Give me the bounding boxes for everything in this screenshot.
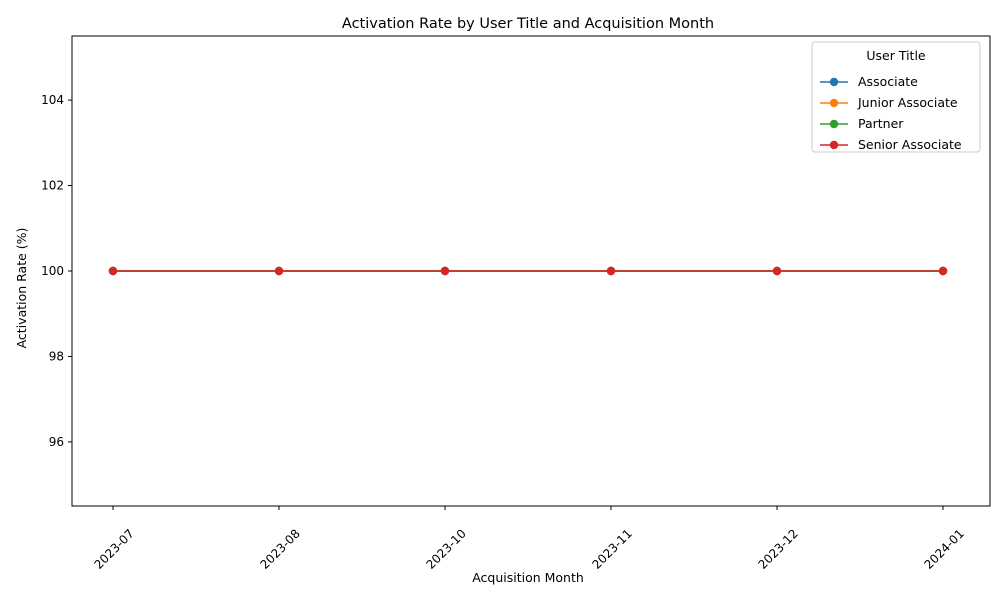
data-point [772,266,782,276]
legend-entry: Senior Associate [858,137,962,152]
legend-entry: Partner [858,116,904,131]
x-tick-label: 2023-11 [589,526,634,571]
x-tick-label: 2024-01 [921,526,966,571]
legend-entry: Junior Associate [857,95,958,110]
legend: User Title Associate Junior Associate Part… [811,41,981,153]
data-point [108,266,118,276]
x-axis-label: Acquisition Month [472,570,584,585]
y-tick-label: 98 [49,349,64,363]
y-tick-label: 96 [49,435,64,449]
y-tick-label: 102 [41,179,64,193]
legend-swatch-marker [829,77,839,87]
x-tick-label: 2023-08 [257,526,302,571]
chart-title: Activation Rate by User Title and Acquis… [342,16,714,32]
legend-title: User Title [866,48,926,63]
y-tick-label: 100 [41,264,64,278]
x-tick-label: 2023-07 [91,526,136,571]
x-tick-label: 2023-10 [423,526,468,571]
data-point [606,266,616,276]
data-point [440,266,450,276]
data-point [274,266,284,276]
x-tick-label: 2023-12 [755,526,800,571]
y-tick-label: 104 [41,93,64,107]
legend-swatch-marker [829,140,839,150]
y-axis-label: Activation Rate (%) [14,228,29,349]
legend-frame [811,41,981,153]
legend-entry: Associate [858,74,918,89]
data-point [938,266,948,276]
legend-swatch-marker [829,119,839,129]
legend-swatch-marker [829,98,839,108]
